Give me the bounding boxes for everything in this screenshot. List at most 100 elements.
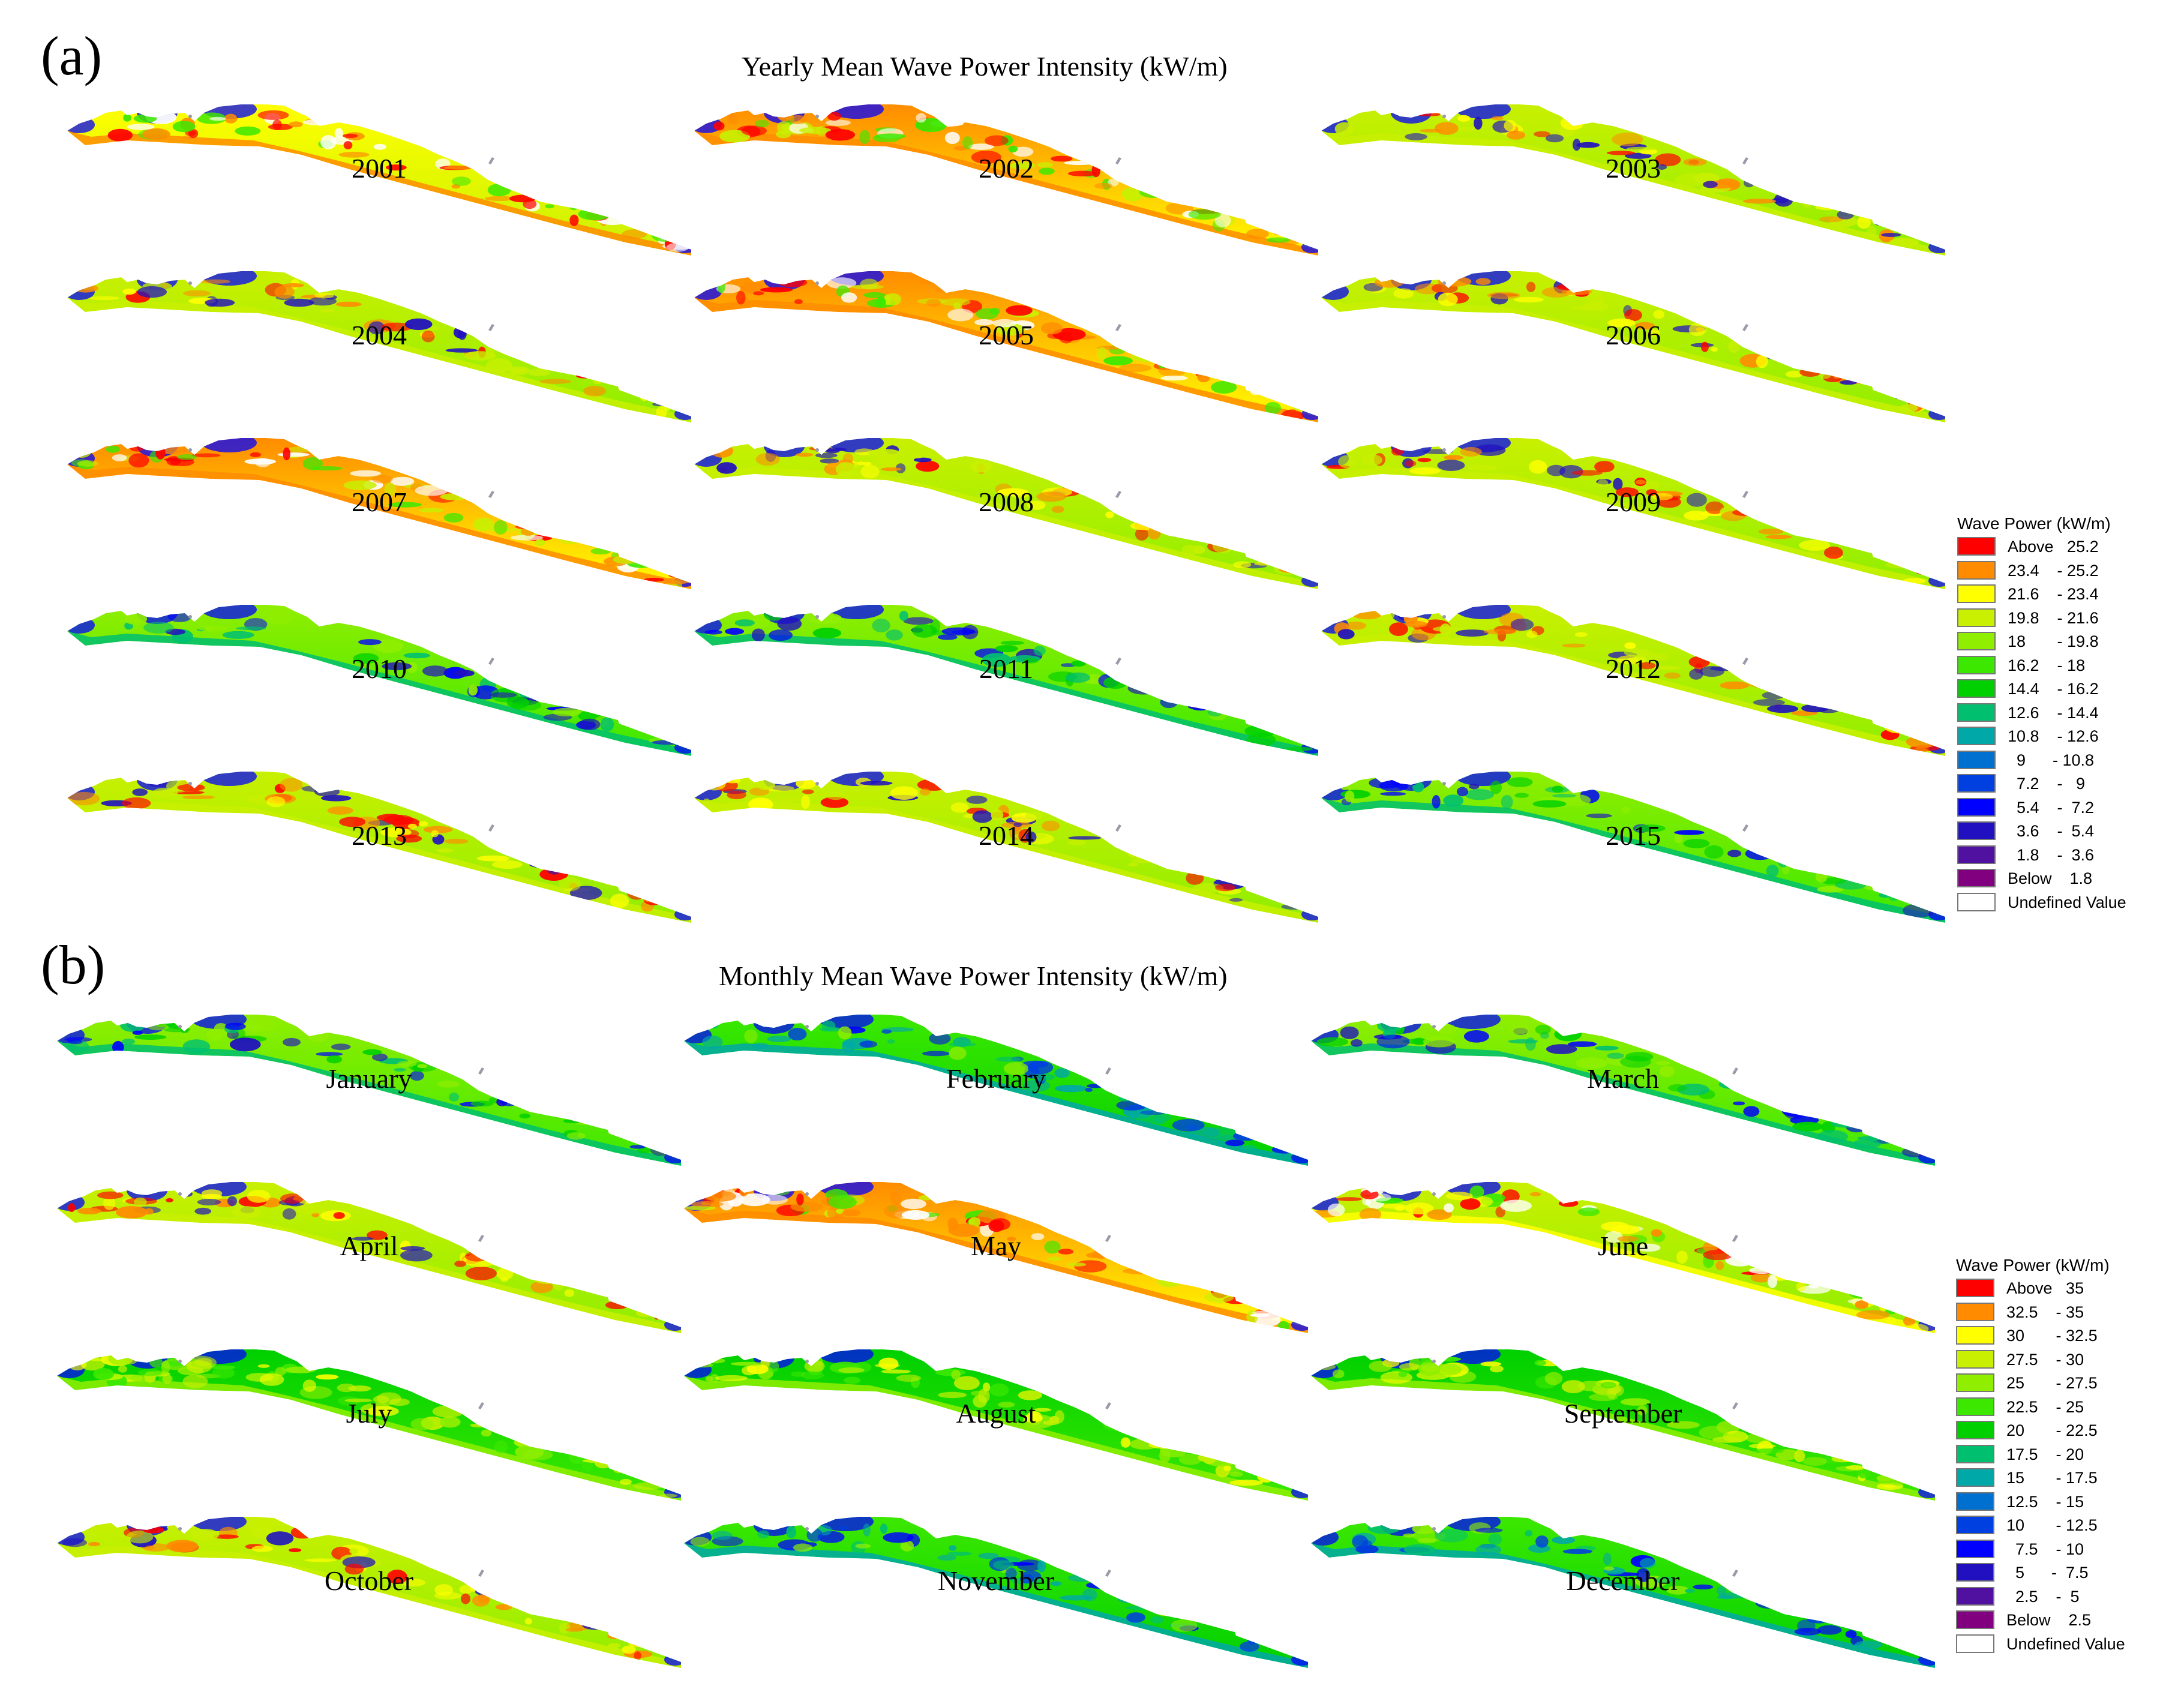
legend-row: 5 - 7.5	[1956, 1561, 2154, 1585]
map-label: 2008	[979, 487, 1034, 517]
legend-swatch	[1957, 750, 1996, 769]
map-label: April	[340, 1231, 398, 1261]
panel-a-title: Yearly Mean Wave Power Intensity (kW/m)	[742, 51, 1228, 82]
map-label: March	[1586, 1063, 1660, 1094]
map-label: 2007	[352, 487, 407, 517]
legend-label: 14.4 - 16.2	[2008, 680, 2099, 698]
legend-row: 2.5 - 5	[1956, 1585, 2154, 1609]
legend-row: 15 - 17.5	[1956, 1466, 2154, 1490]
legend-label: 5.4 - 7.2	[2008, 798, 2095, 817]
legend-label: 32.5 - 35	[2006, 1303, 2084, 1321]
legend-swatch	[1957, 537, 1996, 556]
wave-power-map	[694, 438, 1318, 589]
wave-power-map	[684, 1349, 1308, 1501]
legend-label: 10 - 12.5	[2006, 1516, 2098, 1534]
map-label: February	[946, 1063, 1046, 1094]
wave-power-map	[1321, 104, 1945, 256]
map-label: May	[970, 1231, 1022, 1261]
legend-label: 25 - 27.5	[2006, 1374, 2098, 1392]
legend-swatch	[1957, 703, 1996, 722]
legend-row: 18 - 19.8	[1957, 630, 2155, 654]
legend-label: 9 - 10.8	[2008, 751, 2095, 769]
wave-power-map	[67, 605, 691, 756]
legend-row: 21.6 - 23.4	[1957, 583, 2155, 607]
map-cell: July	[57, 1340, 681, 1501]
legend-label: 23.4 - 25.2	[2008, 561, 2099, 580]
map-cell: May	[684, 1172, 1308, 1333]
legend-title: Wave Power (kW/m)	[1957, 514, 2111, 533]
legend-row: 17.5 - 20	[1956, 1443, 2154, 1467]
legend-label: 30 - 32.5	[2006, 1327, 2098, 1345]
map-label: August	[956, 1398, 1036, 1429]
wave-power-map	[1321, 438, 1945, 589]
legend-row: 9 - 10.8	[1957, 749, 2155, 773]
wave-power-map	[67, 271, 691, 422]
legend-row: 23.4 - 25.2	[1957, 559, 2155, 583]
legend-swatch	[1956, 1610, 1994, 1629]
map-cell: 2006	[1321, 262, 1945, 422]
wave-power-map	[1321, 271, 1945, 422]
wave-power-map	[67, 438, 691, 589]
legend-swatch	[1956, 1444, 1994, 1463]
legend-row: Above 25.2	[1957, 535, 2155, 559]
legend-rows: Above 25.2 23.4 - 25.2 21.6 - 23.4 19.8 - 2…	[1957, 535, 2155, 914]
legend-row: 14.4 - 16.2	[1957, 677, 2155, 701]
legend-swatch	[1956, 1586, 1994, 1606]
map-cell: 2009	[1321, 428, 1945, 589]
map-cell: February	[684, 1005, 1308, 1166]
legend-label: 12.5 - 15	[2006, 1492, 2084, 1511]
legend-label: Below 2.5	[2006, 1611, 2092, 1629]
wave-power-map	[67, 104, 691, 256]
legend-swatch	[1956, 1326, 1994, 1345]
legend-swatch	[1957, 655, 1996, 674]
legend-swatch	[1956, 1302, 1994, 1321]
legend-row: Undefined Value	[1956, 1633, 2154, 1657]
map-label: July	[346, 1398, 392, 1429]
legend-swatch	[1957, 608, 1996, 627]
legend-swatch	[1957, 727, 1996, 745]
legend-row: 32.5 - 35	[1956, 1301, 2154, 1325]
wave-power-map	[1311, 1517, 1935, 1668]
map-cell: April	[57, 1172, 681, 1333]
wave-power-map	[694, 772, 1318, 923]
legend-swatch	[1957, 560, 1996, 580]
map-label: 2013	[352, 820, 407, 851]
legend-row: 22.5 - 25	[1956, 1396, 2154, 1420]
map-cell: 2013	[67, 762, 691, 923]
panel-a-legend: Wave Power (kW/m) Above 25.2 23.4 - 25.2 2…	[1957, 512, 2155, 914]
legend-swatch	[1956, 1468, 1994, 1487]
legend-label: 19.8 - 21.6	[2008, 608, 2099, 627]
map-cell: December	[1311, 1507, 1935, 1668]
map-label: 2001	[352, 153, 407, 184]
legend-swatch	[1956, 1539, 1994, 1558]
wave-power-map	[684, 1015, 1308, 1166]
wave-power-map	[694, 104, 1318, 256]
legend-label: 27.5 - 30	[2006, 1350, 2084, 1369]
legend-swatch	[1956, 1349, 1994, 1369]
legend-row: 20 - 22.5	[1956, 1419, 2154, 1443]
legend-swatch	[1956, 1279, 1994, 1297]
map-cell: January	[57, 1005, 681, 1166]
map-label: 2002	[979, 153, 1034, 184]
legend-row: 12.6 - 14.4	[1957, 701, 2155, 725]
legend-row: 3.6 - 5.4	[1957, 820, 2155, 844]
legend-row: 1.8 - 3.6	[1957, 844, 2155, 868]
wave-power-map	[57, 1349, 681, 1501]
legend-label: 7.2 - 9	[2008, 775, 2086, 793]
map-label: 2009	[1606, 487, 1661, 517]
legend-swatch	[1957, 892, 1996, 911]
map-cell: 2005	[694, 262, 1318, 422]
wave-power-map	[1321, 772, 1945, 923]
map-label: September	[1564, 1398, 1682, 1429]
map-label: 2011	[979, 653, 1034, 684]
legend-swatch	[1957, 821, 1996, 840]
legend-label: 15 - 17.5	[2006, 1469, 2098, 1487]
legend-label: 7.5 - 10	[2006, 1540, 2084, 1558]
legend-label: 5 - 7.5	[2006, 1564, 2089, 1582]
map-cell: 2012	[1321, 595, 1945, 756]
legend-label: Undefined Value	[2006, 1634, 2125, 1653]
wave-power-map	[684, 1517, 1308, 1668]
legend-label: 16.2 - 18	[2008, 656, 2086, 674]
map-cell: March	[1311, 1005, 1935, 1166]
wave-power-map	[1311, 1182, 1935, 1333]
